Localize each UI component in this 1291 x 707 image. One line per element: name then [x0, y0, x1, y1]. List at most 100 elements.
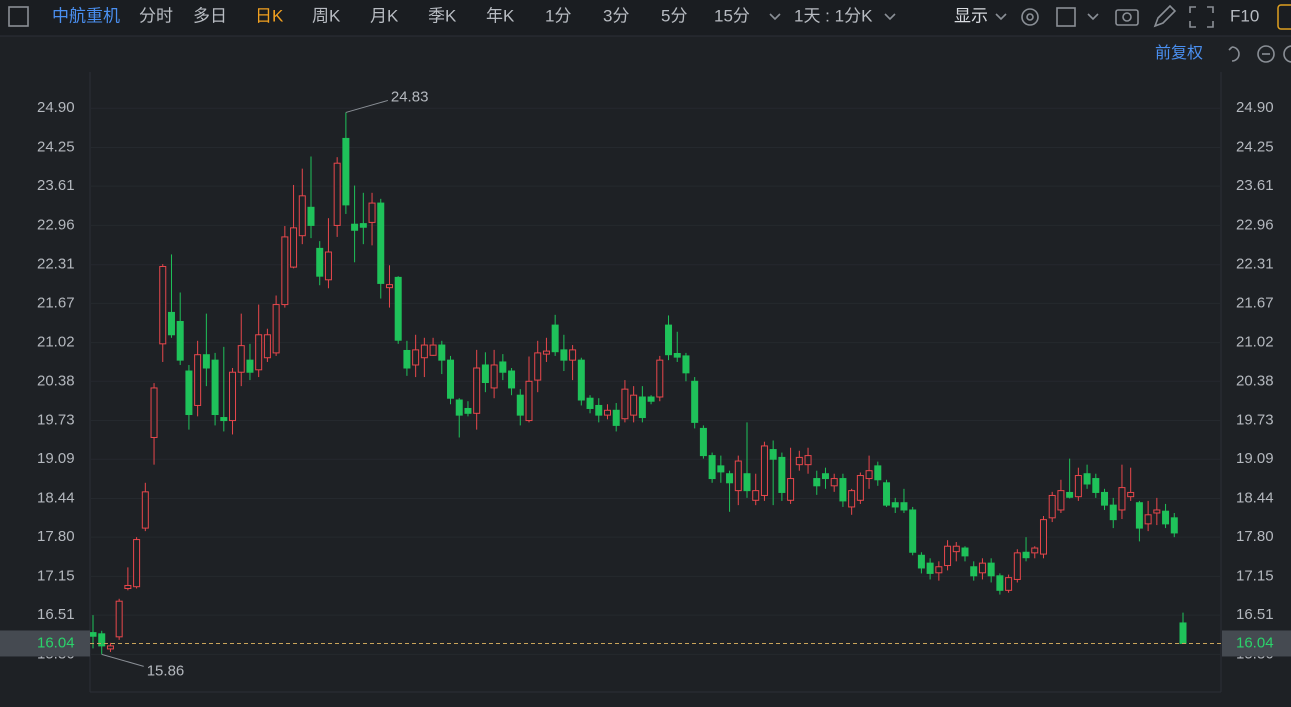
high-marker-leader — [345, 99, 389, 113]
period-tab[interactable]: 3分 — [603, 6, 629, 25]
candle-body — [1083, 473, 1091, 485]
last-price-box-right — [1222, 630, 1291, 657]
period-tab[interactable]: 季K — [428, 6, 457, 25]
candle-body — [1092, 478, 1100, 493]
period-tabs: 分时 多日 日K 周K 月K 季K 年K 1分 3分 5分 15分 — [139, 6, 750, 25]
zoom-in-icon[interactable] — [1283, 45, 1291, 63]
y-tick-label-right: 24.25 — [1236, 138, 1274, 155]
candle-body — [542, 350, 550, 355]
y-tick-label: 17.80 — [37, 528, 75, 545]
side-tab[interactable] — [1277, 4, 1291, 30]
period-tab[interactable]: 日K — [255, 6, 284, 25]
dropdown-arrow[interactable] — [884, 13, 896, 21]
y-tick-label-right: 22.96 — [1236, 216, 1274, 233]
candle-body — [412, 349, 420, 366]
camera-icon[interactable] — [1115, 9, 1139, 26]
candle-body — [848, 490, 856, 508]
candle-body — [508, 370, 516, 389]
dropdown-arrow[interactable] — [769, 13, 781, 21]
period-tab[interactable]: 年K — [486, 6, 515, 25]
candle-body — [978, 562, 986, 574]
y-tick-label-right: 24.90 — [1236, 99, 1274, 116]
period-tab[interactable]: 周K — [312, 6, 341, 25]
zoom-out-icon[interactable] — [1257, 45, 1275, 63]
candle-body — [813, 478, 821, 487]
y-tick-label-right: 18.44 — [1236, 489, 1274, 506]
candle-body — [595, 404, 603, 416]
candle-body — [699, 427, 707, 457]
candle-body — [394, 276, 402, 341]
y-tick-label: 17.15 — [37, 567, 75, 584]
candle-body — [298, 195, 306, 237]
candle-body — [1109, 504, 1117, 521]
candle-body — [473, 367, 481, 414]
candle-body — [455, 399, 463, 416]
candle-body — [682, 355, 690, 374]
period-tab[interactable]: 月K — [370, 6, 399, 25]
y-tick-label-right: 17.15 — [1236, 567, 1274, 584]
dropdown-arrow[interactable] — [1087, 13, 1099, 21]
candle-body — [1135, 502, 1143, 529]
candle-body — [569, 349, 577, 361]
candle-body — [856, 475, 864, 501]
display-menu[interactable]: 显示 — [954, 6, 988, 25]
candle-body — [734, 460, 742, 492]
pen-icon[interactable] — [1153, 4, 1177, 28]
y-tick-label: 16.51 — [37, 606, 75, 623]
candle-body — [185, 370, 193, 416]
candle-body — [403, 349, 411, 369]
candle-body — [385, 284, 393, 289]
candle-body — [630, 394, 638, 416]
period-tab[interactable]: 1分 — [545, 6, 571, 25]
last-price-label: 16.04 — [37, 634, 75, 651]
candle-body — [324, 251, 332, 281]
candle-body — [525, 380, 533, 422]
stock-name[interactable]: 中航重机 — [52, 6, 120, 25]
y-tick-label: 21.67 — [37, 294, 75, 311]
period-tab[interactable]: 5分 — [661, 6, 687, 25]
candle-body — [647, 396, 655, 402]
candle-body — [760, 445, 768, 496]
y-tick-label-right: 23.61 — [1236, 177, 1274, 194]
y-tick-label-right: 19.73 — [1236, 412, 1274, 429]
candle-body — [481, 364, 489, 383]
candle-body — [883, 482, 891, 506]
y-tick-label-right: 19.09 — [1236, 450, 1274, 467]
candle-body — [577, 359, 585, 401]
period-tab[interactable]: 多日 — [193, 6, 227, 25]
adjust-mode[interactable]: 前复权 — [1155, 44, 1203, 62]
y-tick-label-right: 16.51 — [1236, 606, 1274, 623]
drawing-box-icon[interactable] — [1056, 7, 1076, 27]
y-axis: 24.90 24.90 24.25 24.25 23.61 23.61 22.96 22.96… — [37, 99, 1274, 662]
candle-body — [717, 465, 725, 473]
candle-body — [272, 304, 280, 354]
candle-body — [1179, 622, 1187, 644]
candle-body — [691, 380, 699, 423]
y-tick-label-right: 20.38 — [1236, 372, 1274, 389]
candle-body — [743, 473, 751, 492]
candle-body — [830, 478, 838, 487]
candle-body — [917, 554, 925, 569]
settings-icon-core — [1026, 13, 1034, 21]
y-tick-label: 21.02 — [37, 334, 75, 351]
candle-body — [167, 311, 175, 336]
period-select[interactable]: 1天 : 1分K — [794, 6, 873, 25]
dropdown-arrow[interactable] — [995, 13, 1007, 21]
candle-body — [1162, 510, 1170, 525]
candle-body — [656, 359, 664, 398]
candle-body — [1031, 547, 1039, 554]
high-marker-label: 24.83 — [391, 88, 429, 105]
candle-body — [909, 509, 917, 553]
candle-body — [246, 359, 254, 373]
candle-body — [821, 473, 829, 480]
candle-body — [447, 359, 455, 399]
settings-icon[interactable] — [1021, 8, 1039, 26]
sidebar-toggle[interactable] — [8, 6, 29, 27]
period-tab[interactable]: 15分 — [714, 6, 750, 25]
f10-button[interactable]: F10 — [1230, 6, 1259, 25]
period-tab[interactable]: 分时 — [139, 6, 173, 25]
candle-body — [987, 562, 995, 577]
undo-icon[interactable] — [1228, 46, 1240, 62]
fullscreen-icon[interactable] — [1189, 6, 1214, 28]
